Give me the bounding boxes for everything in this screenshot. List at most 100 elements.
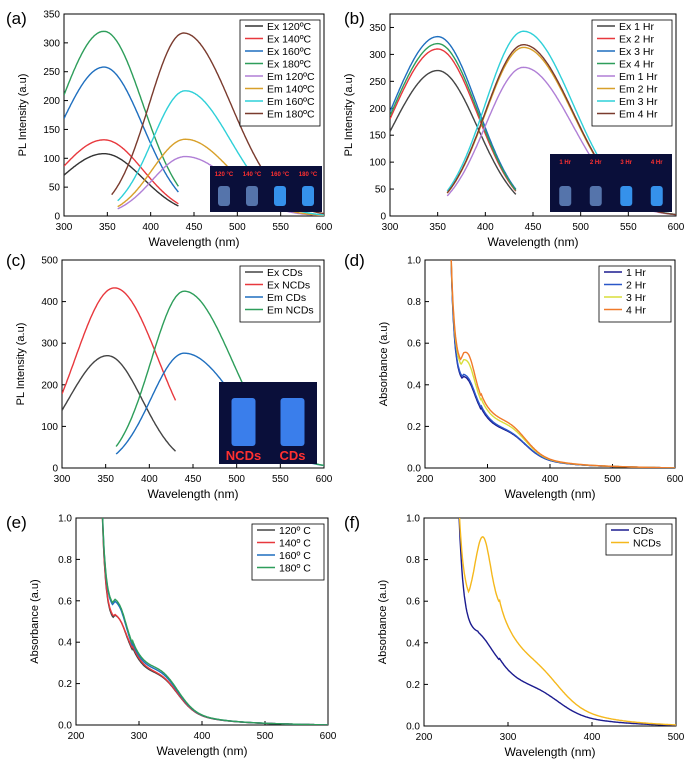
- y-tick-label: 1.0: [407, 256, 421, 267]
- legend-box: [598, 265, 672, 323]
- y-tick-label: 0.6: [407, 339, 421, 350]
- legend-box: [239, 19, 321, 127]
- vial: [559, 186, 572, 206]
- x-axis-label: Wavelength (nm): [157, 744, 248, 758]
- y-tick-label: 0.2: [406, 680, 420, 691]
- legend-box: [605, 523, 673, 556]
- y-tick-label: 1.0: [406, 514, 420, 525]
- x-tick-label: 500: [257, 731, 274, 742]
- series-line: [64, 30, 179, 187]
- series-line: [458, 518, 676, 726]
- y-tick-label: 0.4: [406, 638, 420, 649]
- vial: [274, 186, 286, 206]
- x-tick-label: 600: [668, 222, 685, 233]
- plot-frame: [423, 517, 677, 727]
- x-tick-label: 400: [141, 474, 158, 485]
- x-axis-label: Wavelength (nm): [148, 487, 239, 501]
- y-tick-label: 0.4: [407, 380, 421, 391]
- y-axis-label: Absorbance (a.u): [377, 580, 389, 664]
- panel-e: (e) 200 300 400 500 600 0.0 0.2 0.4 0.6 0.8 1.0 Wave…: [6, 513, 337, 758]
- vial-label: NCDs: [226, 448, 261, 463]
- x-tick-label: 500: [604, 474, 621, 485]
- x-tick-label: 500: [572, 222, 589, 233]
- vial-label: 4 Hr: [651, 160, 663, 166]
- y-tick-label: 200: [369, 104, 386, 115]
- series-group: [450, 260, 675, 468]
- legend-label: 4 Hr: [626, 305, 646, 317]
- vial-label: 1 Hr: [559, 160, 571, 166]
- vial: [620, 186, 633, 206]
- y-tick-label: 300: [369, 50, 386, 61]
- legend-label: Ex 2 Hr: [619, 34, 655, 46]
- x-tick-label: 200: [417, 474, 434, 485]
- x-tick-label: 600: [316, 222, 333, 233]
- x-tick-label: 450: [185, 474, 202, 485]
- panel-label: (a): [6, 9, 27, 28]
- legend-label: NCDs: [633, 538, 661, 550]
- y-tick-label: 300: [43, 38, 60, 49]
- series-line: [458, 518, 676, 726]
- panel-d: (d) 200 300 400 500 600 0.0 0.2 0.4 0.6 0.8 1.0 Wave…: [344, 251, 684, 501]
- x-tick-label: 400: [477, 222, 494, 233]
- x-tick-label: 300: [500, 732, 517, 743]
- legend-label: Em 4 Hr: [619, 109, 658, 121]
- legend-label: Em CDs: [267, 292, 306, 304]
- x-tick-label: 400: [542, 474, 559, 485]
- y-tick-label: 50: [375, 185, 387, 196]
- vial: [302, 186, 314, 206]
- y-tick-label: 0.8: [58, 555, 72, 566]
- y-tick-label: 0.0: [58, 721, 72, 732]
- y-tick-label: 0.0: [406, 722, 420, 733]
- y-tick-label: 50: [49, 183, 61, 194]
- series-line: [64, 139, 179, 205]
- series-line: [62, 287, 177, 401]
- x-tick-label: 600: [320, 731, 337, 742]
- y-tick-label: 250: [369, 77, 386, 88]
- x-tick-label: 550: [272, 222, 289, 233]
- x-tick-label: 300: [131, 731, 148, 742]
- legend-label: 160º C: [279, 550, 311, 562]
- legend-box: [239, 265, 321, 323]
- series-line: [64, 66, 179, 193]
- series-line: [390, 69, 517, 195]
- y-tick-label: 200: [41, 380, 58, 391]
- x-axis-label: Wavelength (nm): [488, 235, 579, 249]
- x-tick-label: 300: [54, 474, 71, 485]
- y-tick-label: 1.0: [58, 514, 72, 525]
- vial-label: 3 Hr: [620, 160, 632, 166]
- vial-label: 160 °C: [271, 172, 290, 178]
- y-tick-label: 100: [41, 422, 58, 433]
- x-tick-label: 550: [272, 474, 289, 485]
- x-tick-label: 400: [142, 222, 159, 233]
- vial-label: 2 Hr: [590, 160, 602, 166]
- x-tick-label: 300: [479, 474, 496, 485]
- legend-label: Ex 180ºC: [267, 59, 312, 71]
- legend-label: Em 120ºC: [267, 71, 315, 83]
- x-tick-label: 350: [99, 222, 116, 233]
- y-tick-label: 350: [43, 10, 60, 21]
- vial-label: 120 °C: [215, 172, 234, 178]
- y-tick-label: 100: [43, 154, 60, 165]
- y-tick-label: 500: [41, 256, 58, 267]
- panel-label: (f): [344, 513, 360, 532]
- legend-box: [251, 523, 325, 581]
- legend-label: Ex 4 Hr: [619, 59, 655, 71]
- y-tick-label: 150: [43, 125, 60, 136]
- series-line: [390, 48, 517, 192]
- y-tick-label: 300: [41, 339, 58, 350]
- legend-label: 140º C: [279, 538, 311, 550]
- panel-label: (b): [344, 9, 365, 28]
- y-axis-label: PL Intensity (a.u): [17, 74, 29, 157]
- y-axis-label: PL Intensity (a.u): [343, 74, 355, 157]
- y-tick-label: 0: [380, 212, 386, 223]
- series-line: [450, 260, 675, 468]
- x-tick-label: 300: [382, 222, 399, 233]
- x-tick-label: 550: [620, 222, 637, 233]
- vial: [218, 186, 230, 206]
- x-tick-label: 400: [194, 731, 211, 742]
- y-tick-label: 0: [54, 212, 60, 223]
- series-line: [101, 518, 328, 725]
- panel-label: (e): [6, 513, 27, 532]
- vial-label: 180 °C: [299, 172, 318, 178]
- y-tick-label: 150: [369, 131, 386, 142]
